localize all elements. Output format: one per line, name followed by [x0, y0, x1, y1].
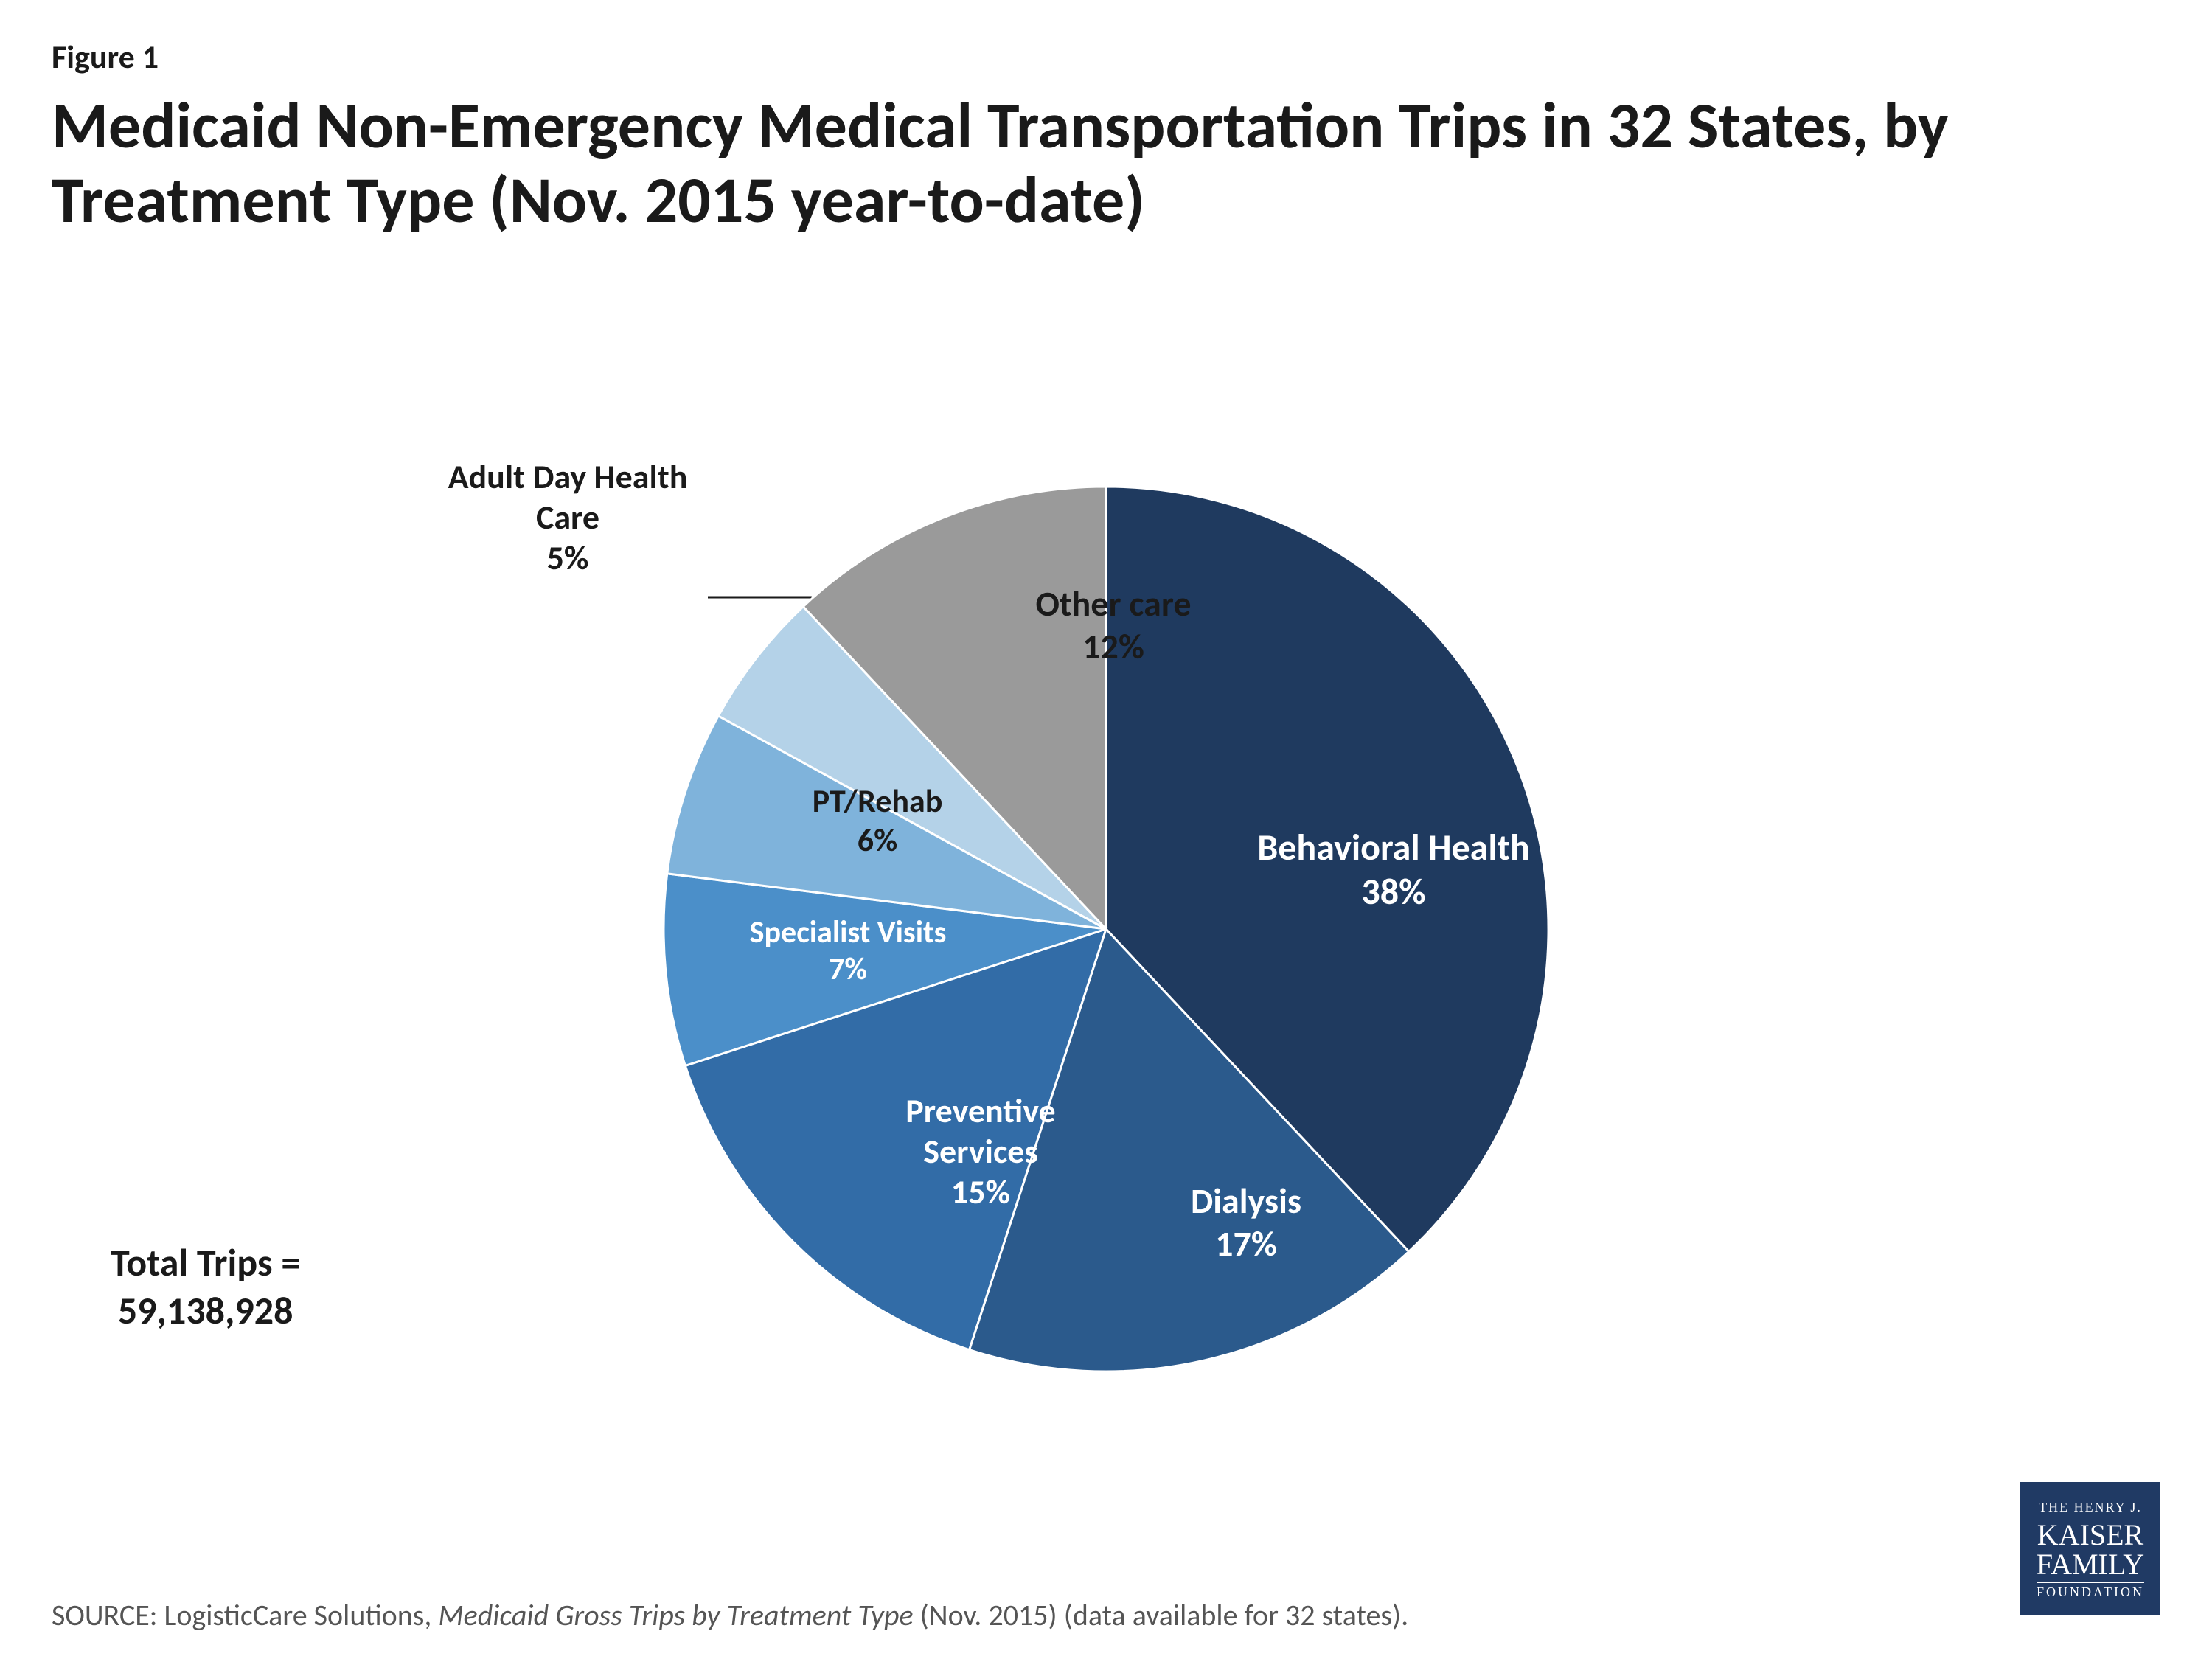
total-trips: Total Trips = 59,138,928	[111, 1239, 300, 1335]
total-trips-label: Total Trips =	[111, 1239, 300, 1286]
kaiser-logo: THE HENRY J. KAISER FAMILY FOUNDATION	[2020, 1482, 2160, 1615]
logo-line2: FAMILY	[2037, 1550, 2144, 1579]
slice-label-pt-rehab: PT/Rehab6%	[723, 782, 1032, 860]
slice-label-preventive-services: PreventiveServices15%	[826, 1091, 1135, 1214]
source-prefix: SOURCE: LogisticCare Solutions,	[52, 1597, 438, 1633]
pie-chart: Behavioral Health38% Dialysis17%Preventiv…	[516, 413, 1696, 1445]
slice-label-dialysis: Dialysis17%	[1091, 1180, 1401, 1265]
source-suffix: (Nov. 2015) (data available for 32 state…	[920, 1597, 1409, 1633]
page: Figure 1 Medicaid Non-Emergency Medical …	[0, 0, 2212, 1659]
total-trips-value: 59,138,928	[118, 1287, 293, 1334]
logo-bottom: FOUNDATION	[2037, 1582, 2144, 1600]
source-italic: Medicaid Gross Trips by Treatment Type	[438, 1597, 919, 1633]
chart-title: Medicaid Non-Emergency Medical Transport…	[52, 88, 2116, 237]
slice-label-behavioral-health: Behavioral Health38%	[1239, 826, 1548, 914]
slice-label-other-care: Other care12%	[959, 582, 1268, 667]
logo-line1: KAISER	[2037, 1520, 2143, 1550]
slice-label-adult-day-health-care: Adult Day HealthCare5%	[413, 457, 723, 580]
slice-label-specialist-visits: Specialist Visits7%	[693, 914, 1003, 989]
figure-number: Figure 1	[52, 37, 159, 77]
logo-top: THE HENRY J.	[2034, 1498, 2146, 1517]
source-citation: SOURCE: LogisticCare Solutions, Medicaid…	[52, 1597, 1408, 1633]
